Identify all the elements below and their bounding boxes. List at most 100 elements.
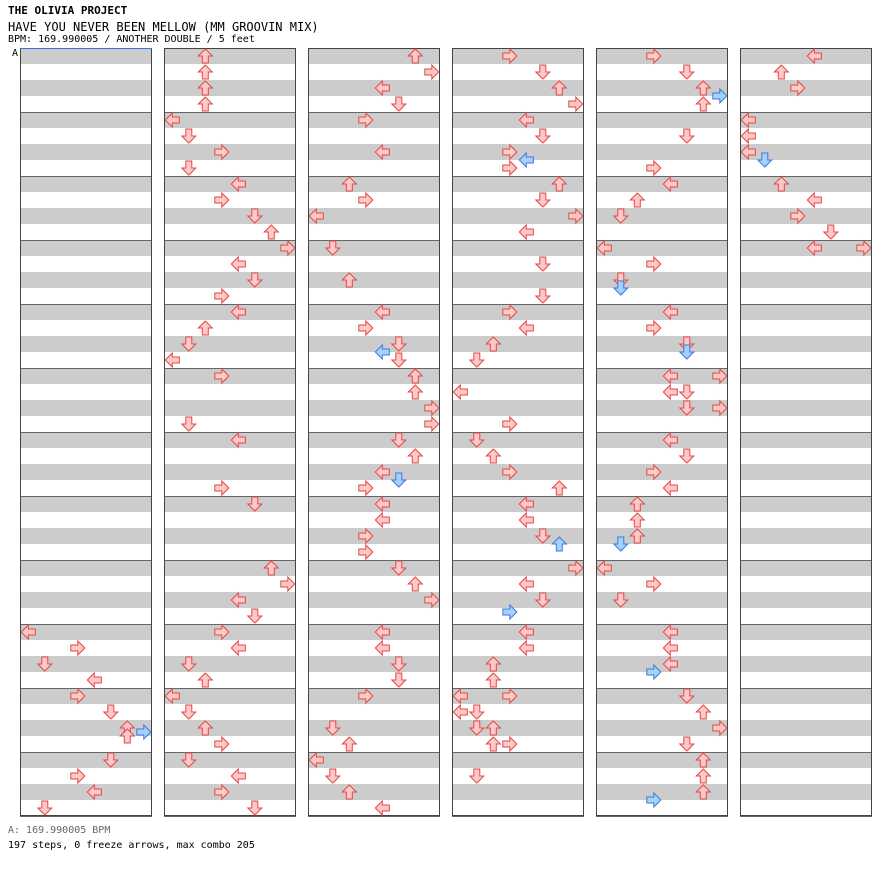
step-arrow-left-icon <box>662 175 678 193</box>
step-arrow-right-icon <box>358 111 374 129</box>
step-arrow-right-icon <box>646 159 662 177</box>
step-arrow-down-icon <box>534 592 552 608</box>
step-arrow-up-icon <box>119 728 136 744</box>
step-arrow-right-icon <box>358 687 374 705</box>
step-arrow-down-icon <box>468 720 486 736</box>
step-arrow-left-icon <box>374 511 390 529</box>
step-arrow-up-icon <box>407 48 424 64</box>
step-arrow-down-icon <box>756 152 774 168</box>
step-arrow-down-icon <box>246 208 264 224</box>
step-arrow-up-icon <box>695 96 712 112</box>
step-arrow-left-icon <box>374 79 390 97</box>
step-arrow-up-icon <box>197 720 214 736</box>
step-arrow-down-icon <box>36 656 54 672</box>
step-arrow-left-icon <box>596 559 612 577</box>
step-arrow-right-icon <box>502 463 518 481</box>
step-arrow-up-icon <box>629 528 646 544</box>
step-arrow-right-icon <box>502 687 518 705</box>
step-arrow-right-icon <box>646 255 662 273</box>
step-arrow-down-icon <box>468 432 486 448</box>
step-arrow-right-icon <box>712 87 728 105</box>
step-arrow-left-icon <box>662 655 678 673</box>
step-arrow-up-icon <box>551 80 568 96</box>
step-arrow-up-icon <box>485 656 502 672</box>
step-arrow-left-icon <box>806 191 822 209</box>
step-arrow-right-icon <box>790 79 806 97</box>
step-arrow-up-icon <box>695 768 712 784</box>
step-arrow-down-icon <box>102 752 120 768</box>
step-arrow-up-icon <box>485 336 502 352</box>
step-arrow-left-icon <box>662 367 678 385</box>
step-arrow-right-icon <box>712 399 728 417</box>
step-arrow-left-icon <box>374 303 390 321</box>
step-arrow-left-icon <box>740 127 756 145</box>
step-arrow-up-icon <box>629 496 646 512</box>
step-arrow-down-icon <box>180 416 198 432</box>
step-arrow-up-icon <box>629 512 646 528</box>
step-arrow-right-icon <box>358 543 374 561</box>
step-arrow-right-icon <box>502 47 518 65</box>
step-arrow-left-icon <box>518 111 534 129</box>
step-arrow-down-icon <box>468 704 486 720</box>
step-arrow-up-icon <box>197 64 214 80</box>
step-arrow-up-icon <box>551 536 568 552</box>
step-arrow-up-icon <box>341 176 358 192</box>
step-arrow-right-icon <box>568 207 584 225</box>
step-arrow-down-icon <box>390 352 408 368</box>
step-arrow-left-icon <box>740 143 756 161</box>
step-arrow-up-icon <box>197 96 214 112</box>
step-arrow-right-icon <box>646 47 662 65</box>
step-arrow-down-icon <box>612 208 630 224</box>
step-arrow-down-icon <box>180 128 198 144</box>
step-arrow-down-icon <box>612 280 630 296</box>
step-arrow-left-icon <box>86 783 102 801</box>
chart-column-1 <box>20 48 152 817</box>
step-arrow-left-icon <box>518 151 534 169</box>
step-arrow-down-icon <box>678 688 696 704</box>
step-arrow-left-icon <box>230 767 246 785</box>
step-arrow-down-icon <box>180 752 198 768</box>
step-arrow-left-icon <box>662 639 678 657</box>
step-arrow-down-icon <box>678 448 696 464</box>
step-arrow-right-icon <box>646 463 662 481</box>
step-arrow-left-icon <box>806 47 822 65</box>
step-arrow-left-icon <box>164 351 180 369</box>
step-arrow-right-icon <box>358 319 374 337</box>
step-arrow-down-icon <box>468 352 486 368</box>
step-arrow-left-icon <box>518 623 534 641</box>
step-arrow-up-icon <box>695 752 712 768</box>
step-arrow-left-icon <box>308 207 324 225</box>
step-arrow-left-icon <box>452 703 468 721</box>
step-arrow-up-icon <box>197 320 214 336</box>
step-arrow-right-icon <box>502 159 518 177</box>
step-arrow-right-icon <box>502 415 518 433</box>
step-arrow-up-icon <box>629 192 646 208</box>
step-arrow-left-icon <box>662 479 678 497</box>
step-arrow-down-icon <box>390 432 408 448</box>
step-arrow-right-icon <box>214 479 230 497</box>
step-arrow-down-icon <box>534 192 552 208</box>
step-arrow-down-icon <box>180 656 198 672</box>
step-arrow-right-icon <box>502 603 518 621</box>
step-arrow-right-icon <box>424 591 440 609</box>
step-arrow-right-icon <box>646 319 662 337</box>
step-arrow-left-icon <box>662 431 678 449</box>
step-arrow-left-icon <box>230 303 246 321</box>
step-arrow-left-icon <box>452 383 468 401</box>
step-arrow-up-icon <box>407 448 424 464</box>
step-arrow-right-icon <box>214 367 230 385</box>
step-arrow-right-icon <box>280 575 296 593</box>
chart-info: BPM: 169.990005 / ANOTHER DOUBLE / 5 fee… <box>8 34 255 45</box>
step-arrow-up-icon <box>695 704 712 720</box>
step-arrow-down-icon <box>180 160 198 176</box>
step-arrow-left-icon <box>374 639 390 657</box>
step-arrow-left-icon <box>308 751 324 769</box>
step-arrow-down-icon <box>468 768 486 784</box>
step-arrow-right-icon <box>568 559 584 577</box>
stats-footer: 197 steps, 0 freeze arrows, max combo 20… <box>8 840 255 851</box>
step-arrow-down-icon <box>180 704 198 720</box>
step-arrow-left-icon <box>374 463 390 481</box>
step-arrow-up-icon <box>485 448 502 464</box>
step-arrow-left-icon <box>518 495 534 513</box>
step-arrow-down-icon <box>180 336 198 352</box>
